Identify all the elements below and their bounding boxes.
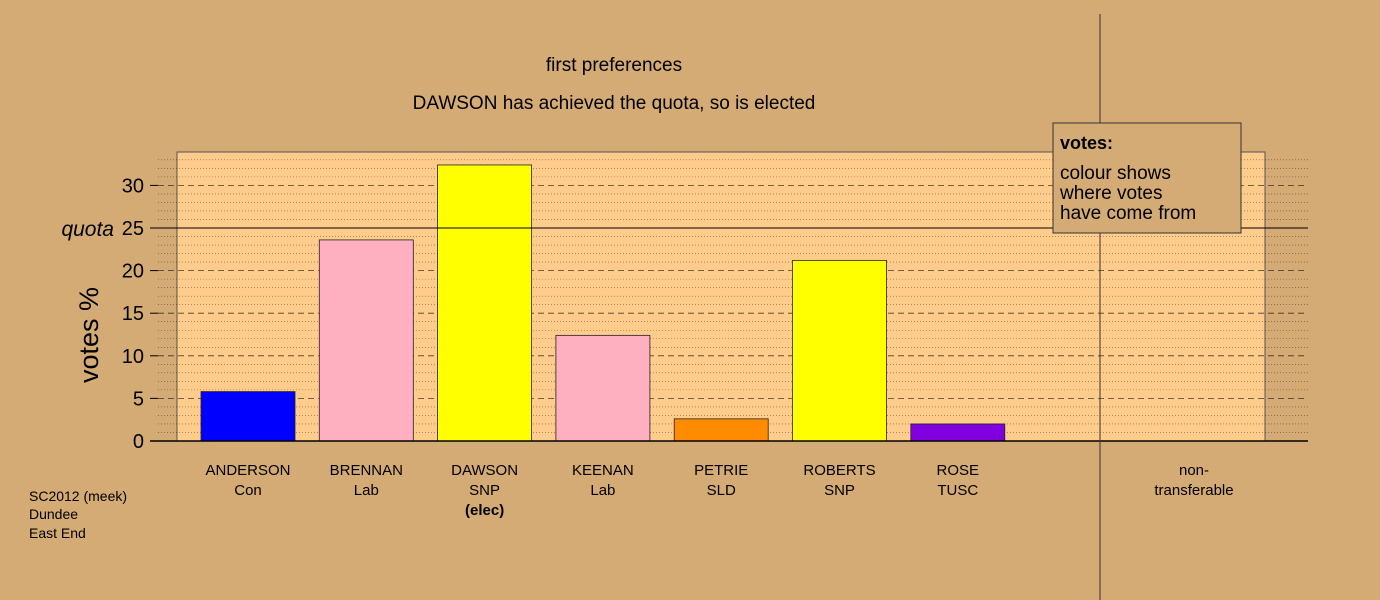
- legend-line: colour shows: [1060, 163, 1171, 184]
- x-label-name: DAWSON: [451, 462, 518, 479]
- y-tick-label: 5: [133, 388, 144, 410]
- chart-subtitle: DAWSON has achieved the quota, so is ele…: [413, 93, 816, 114]
- y-tick-label: 0: [133, 431, 144, 453]
- bar-rose: [910, 423, 1006, 442]
- legend-line: have come from: [1060, 203, 1196, 224]
- x-label-party: Lab: [590, 482, 615, 499]
- x-label-name: KEENAN: [572, 462, 634, 479]
- x-label-party: SNP: [469, 482, 500, 499]
- x-axis-labels: ANDERSON Con BRENNAN Lab DAWSON SNP (elec) KEEN…: [205, 462, 979, 519]
- y-tick-label: 15: [122, 303, 144, 325]
- legend-line: where votes: [1059, 183, 1162, 204]
- bar-anderson: [200, 391, 296, 442]
- bars: [200, 164, 1006, 442]
- x-label-party: TUSC: [937, 482, 978, 499]
- x-label-party: SNP: [824, 482, 855, 499]
- bar-roberts: [792, 259, 887, 442]
- x-label-party: Lab: [354, 482, 379, 499]
- footnote-line: Dundee: [29, 506, 78, 522]
- bar-keenan: [555, 334, 651, 442]
- x-label-name: PETRIE: [694, 462, 748, 479]
- y-tick-label: 10: [122, 346, 144, 368]
- quota-label: quota: [61, 218, 114, 241]
- footnote-line: East End: [29, 525, 86, 541]
- y-tick-label: 20: [122, 261, 144, 283]
- chart-title: first preferences: [546, 55, 682, 76]
- nontransferable-label: non-: [1179, 462, 1209, 479]
- bar-brennan: [318, 239, 414, 442]
- x-label-name: ANDERSON: [205, 462, 290, 479]
- x-label-party: Con: [234, 482, 262, 499]
- bar-dawson: [437, 164, 533, 442]
- legend: votes: colour shows where votes have com…: [1052, 122, 1242, 234]
- x-label-note: (elec): [465, 502, 504, 519]
- footnote-line: SC2012 (meek): [29, 488, 127, 504]
- x-label-name: ROSE: [937, 462, 980, 479]
- x-label-name: BRENNAN: [330, 462, 403, 479]
- bar-petrie: [673, 418, 769, 442]
- y-tick-label: 30: [122, 175, 144, 197]
- x-label-name: ROBERTS: [803, 462, 875, 479]
- y-axis-label: votes %: [74, 287, 104, 383]
- x-label-party: SLD: [707, 482, 736, 499]
- y-axis: 0 5 10 15 20 25 30: [122, 175, 158, 453]
- legend-box: [1052, 122, 1242, 234]
- legend-title: votes:: [1060, 133, 1113, 153]
- y-tick-label: 25: [122, 218, 144, 240]
- nontransferable-label: transferable: [1154, 482, 1233, 499]
